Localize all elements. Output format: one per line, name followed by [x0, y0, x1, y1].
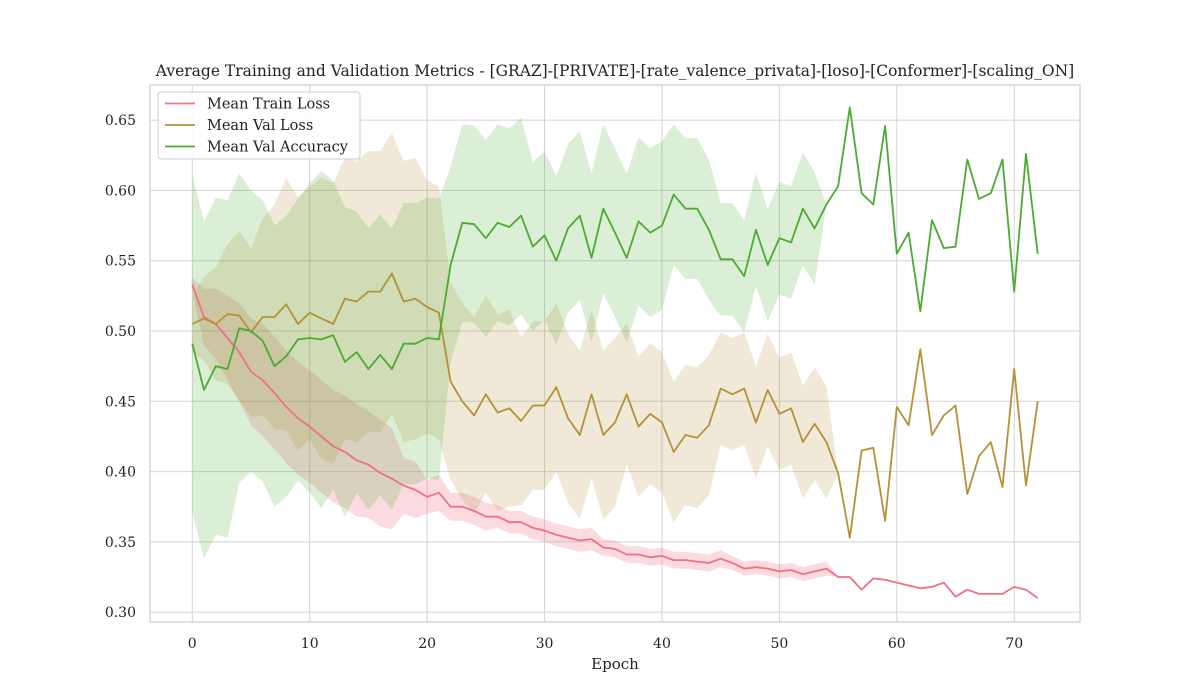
legend-box — [157, 91, 361, 160]
y-tick-label: 0.50 — [105, 324, 136, 340]
y-tick-label: 0.55 — [105, 254, 136, 270]
y-tick-label: 0.40 — [105, 465, 136, 481]
line-train-loss — [191, 284, 1039, 599]
grid — [150, 85, 1080, 622]
band-val-accuracy — [192, 117, 827, 559]
x-tick-label: 50 — [770, 636, 788, 652]
band-train-loss — [192, 277, 839, 582]
line-val-loss — [191, 272, 1039, 539]
error-bands — [192, 117, 839, 582]
legend-label-train-loss: Mean Train Loss — [207, 97, 330, 113]
x-tick-label: 30 — [536, 636, 554, 652]
legend-label-val-loss: Mean Val Loss — [207, 118, 313, 134]
x-axis-label: Epoch — [591, 655, 639, 673]
series-lines — [191, 106, 1039, 599]
x-tick-label: 60 — [888, 636, 906, 652]
x-tick-label: 0 — [188, 636, 197, 652]
legend-label-val-accuracy: Mean Val Accuracy — [207, 140, 349, 156]
x-tick-label: 10 — [301, 636, 319, 652]
line-val-accuracy — [191, 106, 1039, 391]
plot-frame — [149, 84, 1081, 623]
y-tick-label: 0.60 — [105, 183, 136, 199]
x-tick-label: 40 — [653, 636, 671, 652]
legend: Mean Train Loss Mean Val Loss Mean Val A… — [157, 91, 361, 160]
y-tick-label: 0.45 — [105, 394, 136, 410]
y-tick-label: 0.30 — [105, 605, 136, 621]
y-tick-label: 0.35 — [105, 535, 136, 551]
y-tick-label: 0.65 — [105, 113, 136, 129]
band-val-loss — [192, 132, 839, 523]
chart-title: Average Training and Validation Metrics … — [155, 62, 1074, 80]
x-tick-label: 20 — [418, 636, 436, 652]
x-tick-labels: 0 10 20 30 40 50 60 70 — [188, 636, 1023, 652]
y-tick-labels: 0.30 0.35 0.40 0.45 0.50 0.55 0.60 0.65 — [105, 113, 136, 621]
x-tick-label: 70 — [1005, 636, 1023, 652]
